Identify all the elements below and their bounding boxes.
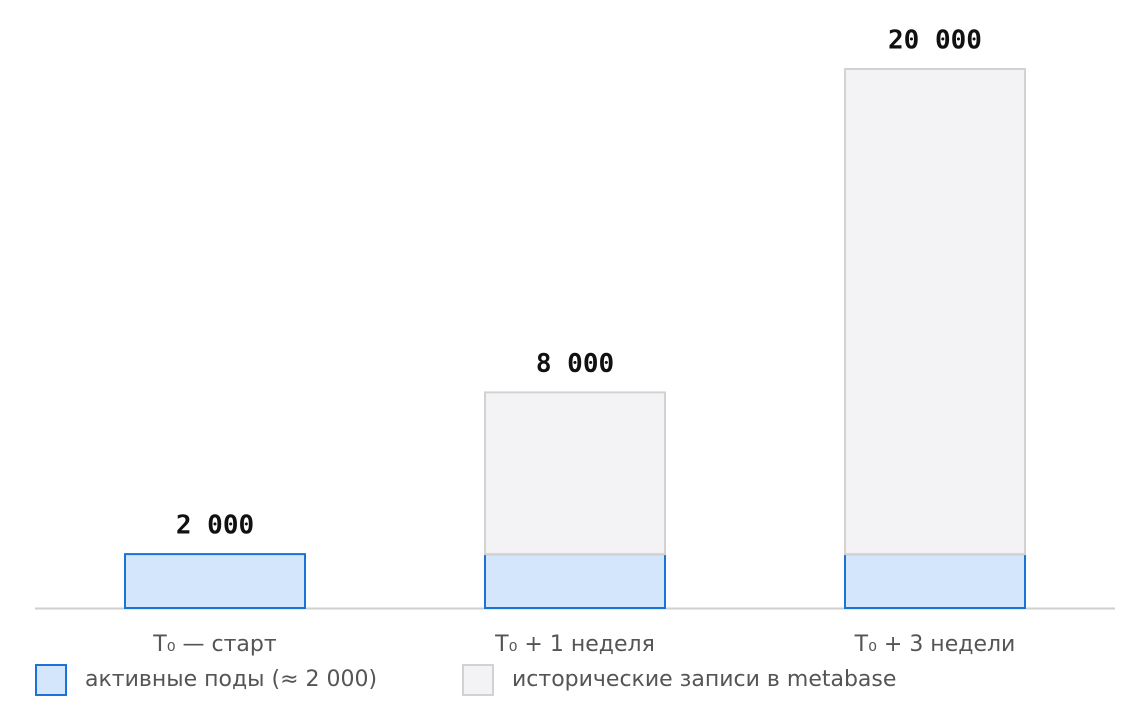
bar-segment xyxy=(484,553,666,609)
legend-label: активные поды (≈ 2 000) xyxy=(85,667,377,692)
legend-swatch xyxy=(462,664,494,696)
x-tick-label: T₀ — старт xyxy=(152,632,277,657)
bar-segment xyxy=(124,553,306,609)
total-label: 20 000 xyxy=(888,26,982,56)
total-label: 2 000 xyxy=(176,511,254,541)
legend-swatch xyxy=(35,664,67,696)
total-label: 8 000 xyxy=(536,349,614,379)
bar-segment xyxy=(844,68,1026,556)
x-tick-label: T₀ + 3 недели xyxy=(854,632,1016,657)
x-tick-label: T₀ + 1 неделя xyxy=(494,632,655,657)
legend-label: исторические записи в metabase xyxy=(512,667,896,692)
bar-segment xyxy=(844,553,1026,609)
bar-segment xyxy=(484,391,666,556)
